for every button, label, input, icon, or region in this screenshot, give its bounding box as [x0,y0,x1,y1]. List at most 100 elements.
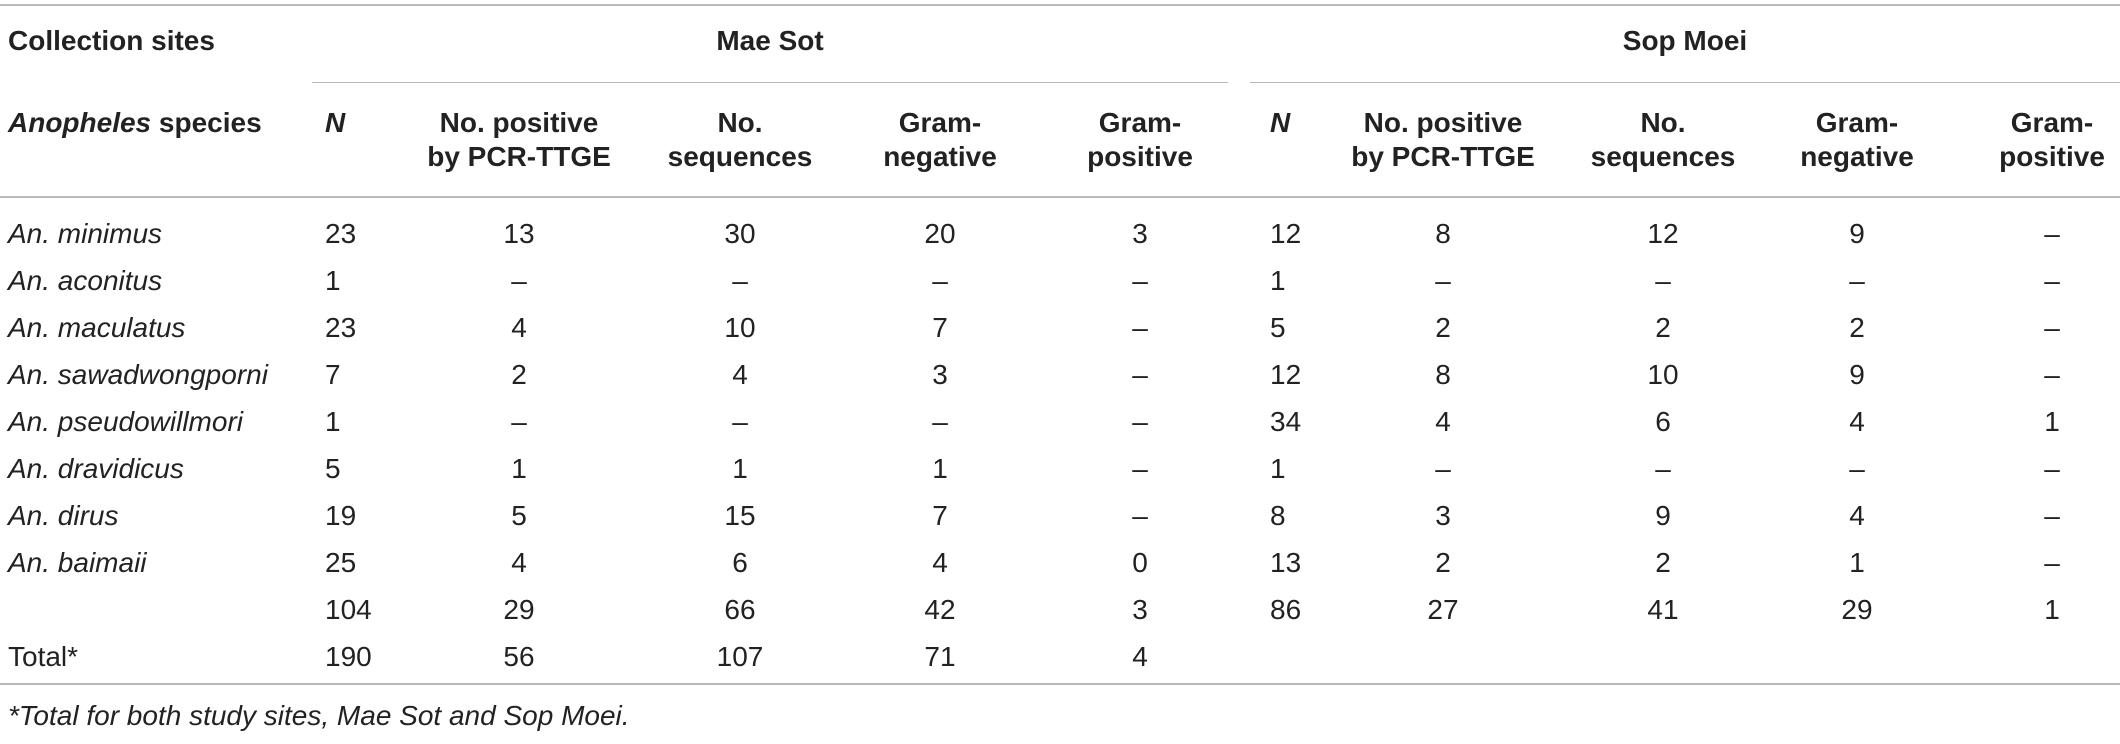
column-header-mae-sot-3: Gram-negative [883,106,997,174]
table-cell-mae-sot: 4 [932,547,948,578]
table-cell-mae-sot: – [511,406,527,437]
top-rule [0,4,2120,6]
table-cell-mae-sot: 71 [924,641,956,672]
table-cell-mae-sot: 1 [325,265,341,296]
table-cell-mae-sot: 107 [716,641,764,672]
table-cell-mae-sot: 1 [932,453,948,484]
table-cell-mae-sot: 19 [325,500,357,531]
species-cell: Total* [8,641,79,672]
column-header-line: negative [1800,141,1914,172]
table-cell-sop-moei: 9 [1849,359,1865,390]
table-cell-sop-moei: 5 [1270,312,1286,343]
mae-sot-spanner-rule [312,82,1228,83]
table-cell-sop-moei: – [2044,500,2060,531]
table-cell-sop-moei: – [1849,265,1865,296]
species-cell: An. maculatus [8,312,186,343]
table-cell-mae-sot: 66 [724,594,756,625]
column-header-line: No. positive [1363,107,1523,138]
table-cell-mae-sot: 1 [325,406,341,437]
table-cell-sop-moei: 8 [1435,218,1451,249]
table-cell-mae-sot: – [1132,453,1148,484]
table-cell-mae-sot: 30 [724,218,756,249]
site-header-mae-sot: Mae Sot [716,25,824,56]
species-cell: An. dirus [8,500,119,531]
column-header-line: No. [717,107,763,138]
table-cell-mae-sot: 3 [932,359,948,390]
table-cell-mae-sot: 4 [511,547,527,578]
table-cell-mae-sot: 20 [924,218,956,249]
column-header-line: positive [1999,141,2105,172]
table-cell-sop-moei: – [2044,265,2060,296]
table-bottom-rule [0,683,2120,685]
column-header-sop-moei-3: Gram-negative [1800,106,1914,174]
table-cell-sop-moei: 9 [1849,218,1865,249]
table-cell-mae-sot: – [732,265,748,296]
table-cell-mae-sot: 4 [511,312,527,343]
site-header-sop-moei: Sop Moei [1622,25,1748,56]
table-cell-mae-sot: – [932,406,948,437]
table-cell-sop-moei: – [2044,359,2060,390]
table-cell-mae-sot: 25 [325,547,357,578]
table-footnote: *Total for both study sites, Mae Sot and… [8,700,630,731]
table-cell-sop-moei: 86 [1270,594,1302,625]
species-label-suffix: species [151,107,262,138]
table-cell-mae-sot: 7 [325,359,341,390]
table-cell-sop-moei: 2 [1655,312,1671,343]
table-cell-sop-moei: 1 [2044,406,2060,437]
species-cell: An. aconitus [8,265,163,296]
table-cell-mae-sot: 4 [1132,641,1148,672]
table-cell-sop-moei: 8 [1435,359,1451,390]
table-cell-mae-sot: 7 [932,312,948,343]
table-cell-sop-moei: 9 [1655,500,1671,531]
species-cell: An. pseudowillmori [8,406,243,437]
table-cell-sop-moei: – [2044,312,2060,343]
column-header-line: sequences [667,141,813,172]
column-header-line: No. [1640,107,1686,138]
table-cell-sop-moei: 2 [1655,547,1671,578]
table-cell-mae-sot: 56 [503,641,535,672]
column-header-line: Gram- [1815,107,1899,138]
column-header-line: Gram- [1098,107,1182,138]
table-cell-mae-sot: 15 [724,500,756,531]
species-column-header: Anopheles species [8,106,262,140]
table-cell-sop-moei: 10 [1647,359,1679,390]
table-cell-sop-moei: – [1435,453,1451,484]
table-cell-mae-sot: 10 [724,312,756,343]
column-header-line: N [1270,107,1291,138]
table-cell-sop-moei: – [2044,453,2060,484]
table-cell-sop-moei: – [2044,547,2060,578]
table-cell-mae-sot: – [1132,312,1148,343]
table-cell-mae-sot: 2 [511,359,527,390]
table-cell-sop-moei: 2 [1435,547,1451,578]
table-cell-sop-moei: 1 [1270,265,1286,296]
column-header-line: negative [883,141,997,172]
table-cell-mae-sot: 1 [732,453,748,484]
table-cell-mae-sot: 5 [325,453,341,484]
column-header-line: N [325,107,346,138]
collection-sites-label: Collection sites [8,25,215,56]
table-cell-sop-moei: – [1655,453,1671,484]
table-cell-mae-sot: 3 [1132,594,1148,625]
column-header-sop-moei-2: No. sequences [1591,106,1736,174]
table-cell-sop-moei: – [1849,453,1865,484]
column-header-line: sequences [1590,141,1736,172]
table-cell-mae-sot: 0 [1132,547,1148,578]
table-cell-sop-moei: 13 [1270,547,1302,578]
table-cell-sop-moei: 12 [1270,218,1302,249]
table-cell-mae-sot: 5 [511,500,527,531]
table-cell-sop-moei: – [2044,218,2060,249]
table-cell-sop-moei: 12 [1270,359,1302,390]
column-header-line: Gram- [898,107,982,138]
column-header-sop-moei-1: No. positive by PCR-TTGE [1351,106,1535,174]
table-cell-sop-moei: 2 [1849,312,1865,343]
table-cell-mae-sot: 190 [325,641,372,672]
table-cell-sop-moei: 1 [1849,547,1865,578]
table-cell-mae-sot: 7 [932,500,948,531]
table-cell-mae-sot: – [1132,406,1148,437]
table-cell-mae-sot: – [511,265,527,296]
table-cell-mae-sot: 6 [732,547,748,578]
table-cell-sop-moei: 41 [1647,594,1679,625]
table-cell-mae-sot: 42 [924,594,956,625]
species-cell: An. baimaii [8,547,147,578]
